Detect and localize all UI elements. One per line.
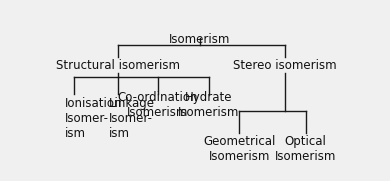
Text: Geometrical
Isomerism: Geometrical Isomerism (203, 135, 275, 163)
Text: Co-ordination
Isomerism: Co-ordination Isomerism (117, 91, 198, 119)
Text: Stereo isomerism: Stereo isomerism (233, 59, 336, 72)
Text: Hydrate
Isomerism: Hydrate Isomerism (178, 91, 239, 119)
Text: Ionisation
Isomer-
ism: Ionisation Isomer- ism (66, 97, 123, 140)
Text: Linkage
Isomer-
ism: Linkage Isomer- ism (109, 97, 155, 140)
Text: Structural isomerism: Structural isomerism (56, 59, 180, 72)
Text: Isomerism: Isomerism (169, 33, 230, 46)
Text: Optical
Isomerism: Optical Isomerism (275, 135, 336, 163)
